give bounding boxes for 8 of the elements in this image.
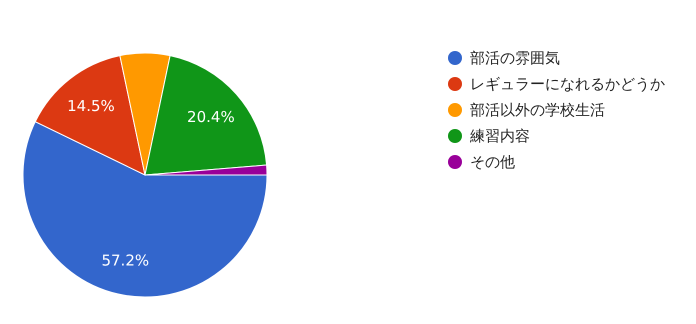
- legend-label: その他: [470, 153, 515, 171]
- data-label: 20.4%: [187, 108, 235, 126]
- data-label: 14.5%: [67, 96, 115, 115]
- legend-label: 部活以外の学校生活: [470, 101, 605, 119]
- legend-label: 練習内容: [469, 127, 530, 145]
- data-label: 57.2%: [101, 252, 150, 270]
- legend-label: レギュラーになれるかどうか: [470, 75, 665, 93]
- legend-label: 部活の雰囲気: [470, 49, 560, 67]
